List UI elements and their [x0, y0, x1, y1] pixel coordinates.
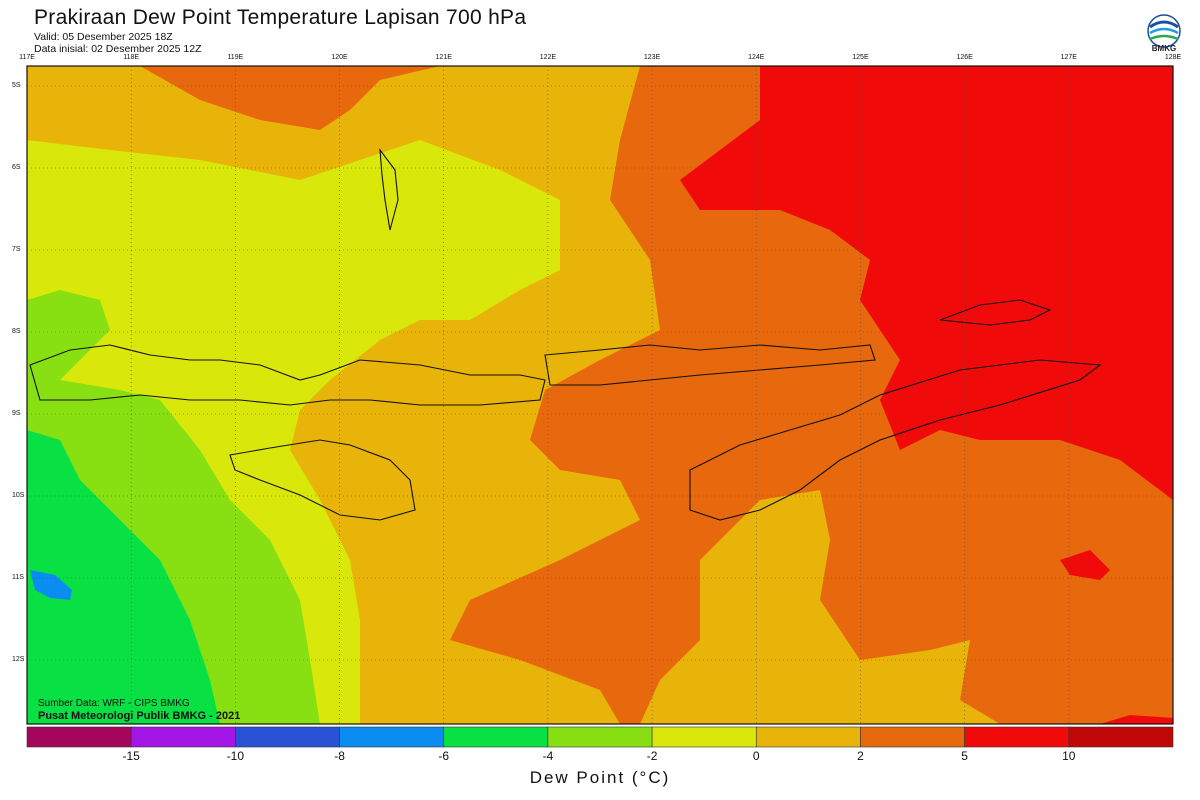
init-time: Data inisial: 02 Desember 2025 12Z — [34, 43, 202, 55]
lon-label-126E: 126E — [956, 54, 973, 61]
coastlines — [29, 148, 1102, 521]
field-blue — [30, 570, 72, 600]
lon-label-118E: 118E — [123, 54, 140, 61]
colorbar-label: 5 — [961, 749, 968, 763]
colorbar-label: -10 — [226, 749, 245, 763]
logo-label: BMKG — [1151, 44, 1177, 53]
lat-label-7S: 7S — [12, 246, 21, 253]
colorbar-label: 2 — [857, 749, 864, 763]
lon-label-125E: 125E — [852, 54, 869, 61]
lon-label-117E: 117E — [19, 54, 35, 61]
sumba-outline — [229, 439, 416, 521]
lat-label-9S: 9S — [12, 410, 21, 417]
lat-label-12S: 12S — [12, 656, 25, 663]
valid-time: Valid: 05 Desember 2025 18Z — [34, 31, 173, 43]
map-frame — [26, 65, 1174, 725]
colorbar-label: -8 — [334, 749, 345, 763]
lat-label-5S: 5S — [12, 82, 21, 89]
field-red-east — [1060, 550, 1110, 580]
colorbar-label: -6 — [438, 749, 450, 763]
lon-label-124E: 124E — [748, 54, 765, 61]
lon-label-123E: 123E — [643, 54, 661, 61]
flores-outline — [544, 344, 876, 386]
field-green — [27, 430, 220, 724]
colorbar-label: 0 — [752, 749, 760, 763]
field-red — [680, 66, 1173, 500]
organization-credit: Pusat Meteorologi Publik BMKG - 2021 — [38, 710, 241, 722]
north-island-outline — [939, 299, 1052, 326]
lon-label-121E: 121E — [435, 54, 452, 61]
lon-label-119E: 119E — [227, 54, 244, 61]
colorbar-label: -15 — [122, 749, 140, 763]
lon-label-120E: 120E — [331, 54, 348, 61]
field-red-se — [1100, 715, 1173, 724]
field-gold-south — [640, 490, 1000, 724]
lat-label-6S: 6S — [12, 164, 21, 171]
data-source: Sumber Data: WRF - CIPS BMKG — [38, 698, 190, 709]
bmkg-logo-icon — [1147, 14, 1181, 48]
lat-label-10S: 10S — [12, 492, 25, 499]
lon-label-128E: 128E — [1164, 54, 1182, 61]
lat-label-8S: 8S — [12, 328, 21, 335]
colorbar-label: 10 — [1062, 749, 1076, 763]
colorbar-label: -2 — [646, 749, 658, 763]
lon-label-122E: 122E — [539, 54, 557, 61]
graticule — [27, 66, 1173, 724]
sulawesi-south-outline — [379, 148, 399, 231]
map-title: Prakiraan Dew Point Temperature Lapisan … — [34, 6, 527, 29]
lat-label-11S: 11S — [12, 574, 24, 581]
colorbar-title: Dew Point (°C) — [529, 768, 671, 787]
field-orange-nw — [27, 66, 440, 130]
colorbar-label: -4 — [542, 749, 554, 763]
lon-label-127E: 127E — [1060, 54, 1077, 61]
sumbawa-outline — [29, 344, 546, 406]
timor-outline — [689, 359, 1102, 521]
